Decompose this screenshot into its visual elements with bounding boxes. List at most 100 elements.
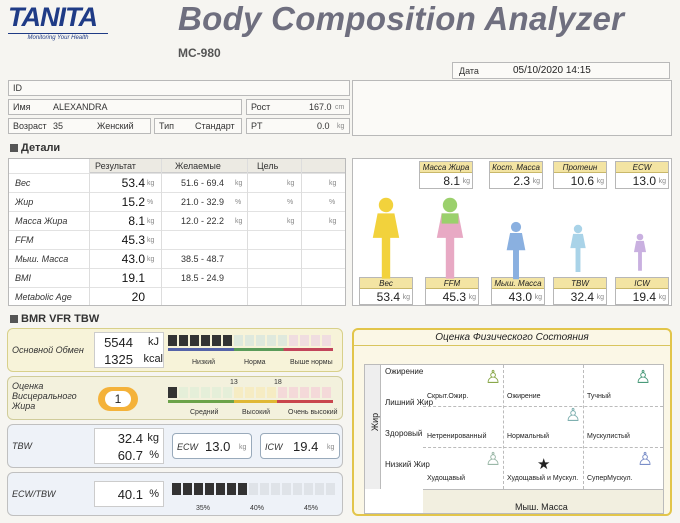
icw-value: 19.4 [293,439,319,454]
box-value: 53.4 [376,290,400,304]
physique-figure-icon: ♙ [637,449,654,469]
basal-scale-line [168,348,333,351]
physique-grid-line [583,365,584,489]
box-label: Кост. Масса [490,162,542,173]
physique-cell: Ожирение [507,393,541,400]
box-label: TBW [554,278,606,289]
row-target-unit-2: kg [329,180,337,187]
body-figure [633,233,647,271]
column-divider [247,159,248,305]
row-value: 15.2 [121,195,145,209]
visceral-value: 1 [105,391,131,407]
composition-bottom-box: Мыш. Масса 43.0 kg [491,277,545,305]
row-range-unit: % [235,199,242,206]
ecw-tbw-card: ECW/TBW 40.1 % 35% 40% 45% [7,472,343,516]
row-value: 43.0 [121,252,145,266]
icw-unit: kg [327,444,335,451]
box-unit: kg [596,294,604,301]
bar-segment [260,483,269,495]
muscle-axis-label: Мыш. Масса [515,502,568,512]
box-value: 45.3 [442,290,466,304]
composition-bottom-box: Вес 53.4 kg [359,277,413,305]
fat-axis-band: Жир [365,365,381,489]
bar-segment [190,335,199,346]
row-name: Metabolic Age [15,292,72,302]
bar-segment [311,335,320,346]
column-divider [301,159,302,305]
row-value: 8.1 [128,214,145,228]
height-unit: cm [335,104,345,111]
visceral-scale-high: Высокий [242,409,271,416]
column-divider [161,159,162,305]
row-range: 38.5 - 48.7 [181,254,225,264]
ecw-unit: kg [239,444,247,451]
bar-segment [227,483,236,495]
details-row: BMI 19.1 18.5 - 24.9 [9,268,345,287]
bar-segment [168,387,177,398]
date-label: Дата [459,66,479,76]
physique-grid-line [503,365,504,489]
visceral-tick-18: 18 [274,379,282,386]
basal-kcal-unit: kcal [143,353,163,365]
row-value: 53.4 [121,176,145,190]
composition-top-box: Кост. Масса 2.3 kg [489,161,543,189]
physique-row-label: Лишний Жир [385,398,434,407]
type-label: Тип [159,121,175,131]
composition-bottom-box: FFM 45.3 kg [425,277,479,305]
ecw-tbw-value-box: 40.1 % [94,481,164,507]
ecw-tbw-unit: % [149,488,159,500]
row-unit: kg [147,256,155,263]
bar-segment [245,335,254,346]
box-unit: kg [532,178,540,185]
box-unit: kg [658,178,666,185]
column-divider [89,159,90,305]
visceral-badge: 1 [98,387,138,411]
basal-scale-high: Выше нормы [290,359,333,366]
bar-segment [168,335,177,346]
box-unit: kg [468,294,476,301]
logo-text: TANITA [8,2,98,32]
bmr-section-title: BMR VFR TBW [10,313,99,325]
name-value: ALEXANDRA [53,102,108,112]
ecw-label: ECW [177,442,198,452]
physique-cell: Худощавый [427,475,466,482]
body-figure [436,197,464,279]
bar-segment [190,387,199,398]
details-table: Результат Желаемые Цель Вес 53.4 kg 51.6… [8,158,346,306]
bar-segment [234,335,243,346]
muscle-axis-band: Мыш. Масса [423,489,663,513]
basal-metabolism-card: Основной Обмен 5544 kJ 1325 kcal Низкий … [7,328,343,372]
bar-segment [293,483,302,495]
age-value: 35 [53,121,64,131]
box-label: Мыш. Масса [492,278,544,289]
physique-row-label: Низкий Жир [385,460,430,469]
basal-kj-unit: kJ [148,336,159,348]
physique-cell: Нетренированный [427,433,487,440]
type-value: Стандарт [195,121,235,131]
box-unit: kg [596,178,604,185]
bar-segment [322,335,331,346]
id-row: ID [8,80,350,96]
icw-label: ICW [265,442,283,452]
details-row: Metabolic Age 20 [9,287,345,306]
body-figure [506,221,526,280]
date-value: 05/10/2020 14:15 [513,65,591,76]
box-label: Вес [360,278,412,289]
age-gender-row: Возраст 35 Женский [8,118,151,134]
bar-segment [322,387,331,398]
box-value: 10.6 [570,174,594,188]
bar-segment [179,387,188,398]
basal-bar [168,335,338,351]
body-figure [372,197,400,279]
ecw-tbw-tick-40: 40% [250,505,265,512]
box-label: FFM [426,278,478,289]
bar-segment [205,483,214,495]
physique-row-label: Здоровый [385,429,423,438]
visceral-tick-13: 13 [230,379,238,386]
ecw-tbw-tick-35: 35% [196,505,211,512]
section-marker-icon [10,315,18,323]
height-row: Рост 167.0 cm [246,99,350,115]
details-row: Жир 15.2 % 21.0 - 32.9 % % % [9,192,345,211]
physique-title: Оценка Физического Состояния [354,330,670,346]
notes-box [352,80,672,136]
